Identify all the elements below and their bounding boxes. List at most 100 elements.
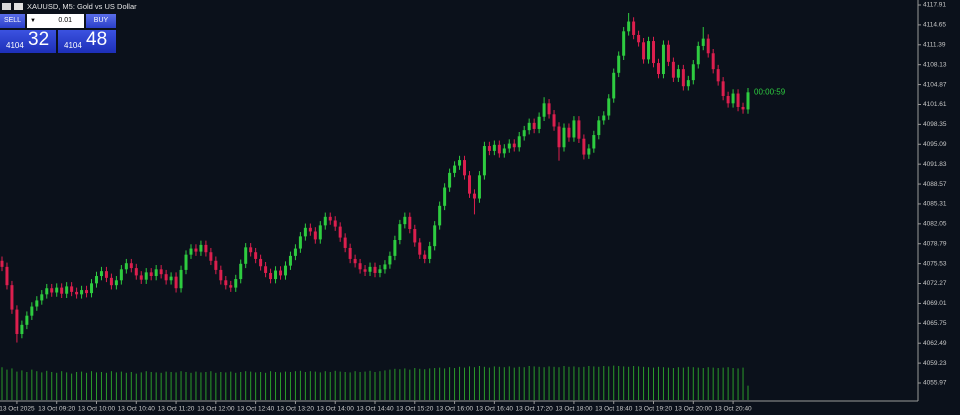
y-tick-label: 4065.75 xyxy=(923,320,947,327)
candle-body xyxy=(99,271,103,277)
candle-body xyxy=(318,225,322,240)
candle-body xyxy=(472,193,476,199)
x-tick-label: 13 Oct 16:00 xyxy=(436,406,474,413)
ask-pips: 48 xyxy=(86,29,108,50)
candle-body xyxy=(313,231,317,240)
y-tick-label: 4088.57 xyxy=(923,181,947,188)
y-tick-label: 4117.91 xyxy=(923,2,946,9)
candle-body xyxy=(706,38,710,54)
candle-body xyxy=(94,276,98,284)
candle-body xyxy=(587,148,591,155)
candle-body xyxy=(104,271,108,278)
bid-big: 4104 xyxy=(6,41,24,50)
x-tick-label: 13 Oct 19:20 xyxy=(635,406,673,413)
candle-body xyxy=(293,248,297,256)
x-tick-label: 13 Oct 17:20 xyxy=(516,406,554,413)
y-tick-label: 4101.61 xyxy=(923,101,947,108)
menu-icon[interactable] xyxy=(2,3,11,10)
candle-body xyxy=(716,69,720,82)
candle-body xyxy=(363,269,367,272)
candle-body xyxy=(423,254,427,259)
x-tick-label: 13 Oct 15:20 xyxy=(396,406,434,413)
candle-body xyxy=(348,247,352,259)
candle-body xyxy=(467,175,471,194)
candle-body xyxy=(666,44,670,62)
candle-body xyxy=(701,38,705,46)
candle-body xyxy=(592,135,596,149)
candle-body xyxy=(383,264,387,270)
y-tick-label: 4075.53 xyxy=(923,260,947,267)
candle-body xyxy=(109,277,113,286)
candle-body xyxy=(686,80,690,87)
ask-price[interactable]: 4104 48 xyxy=(58,29,116,53)
candle-body xyxy=(45,288,49,295)
candle-body xyxy=(279,270,283,276)
sell-button[interactable]: SELL xyxy=(0,14,25,28)
bid-pips: 32 xyxy=(28,29,50,50)
candle-body xyxy=(532,122,536,129)
candle-body xyxy=(522,130,526,137)
candle-body xyxy=(199,244,203,252)
candle-body xyxy=(129,263,133,269)
x-tick-label: 13 Oct 18:40 xyxy=(595,406,633,413)
candle-body xyxy=(234,279,238,288)
candle-body xyxy=(676,69,680,78)
candle-body xyxy=(607,98,611,116)
candle-body xyxy=(652,41,656,64)
x-tick-label: 13 Oct 14:40 xyxy=(356,406,394,413)
candle-body xyxy=(617,55,621,73)
candle-body xyxy=(5,266,9,286)
bid-price[interactable]: 4104 32 xyxy=(0,29,56,53)
candle-body xyxy=(119,269,123,281)
candle-body xyxy=(463,160,467,176)
lot-arrow[interactable]: ▼ xyxy=(30,18,36,24)
candle-body xyxy=(323,216,327,226)
candle-body xyxy=(602,115,606,121)
candle-body xyxy=(731,93,735,104)
candle-body xyxy=(428,246,432,259)
candle-body xyxy=(303,227,307,237)
candle-body xyxy=(527,122,531,131)
candle-body xyxy=(189,248,193,255)
candle-body xyxy=(656,63,660,75)
candle-body xyxy=(448,172,452,188)
candle-body xyxy=(507,143,511,149)
candle-body xyxy=(671,61,675,78)
candle-body xyxy=(567,127,571,138)
candle-body xyxy=(343,237,347,248)
y-tick-label: 4111.39 xyxy=(923,42,946,49)
candle-body xyxy=(627,21,631,32)
candle-body xyxy=(80,290,84,295)
x-tick-label: 13 Oct 12:00 xyxy=(197,406,235,413)
candle-body xyxy=(15,309,19,334)
candle-body xyxy=(90,283,94,294)
candle-body xyxy=(269,272,273,280)
candle-body xyxy=(55,287,59,293)
y-tick-label: 4095.09 xyxy=(923,141,947,148)
candle-body xyxy=(726,95,730,104)
candle-body xyxy=(647,41,651,60)
candle-body xyxy=(512,143,516,148)
candle-body xyxy=(637,34,641,43)
y-tick-label: 4104.87 xyxy=(923,81,947,88)
candle-body xyxy=(288,255,292,266)
candle-body xyxy=(711,53,715,70)
candle-body xyxy=(482,146,486,176)
candle-body xyxy=(721,81,725,96)
candle-body xyxy=(298,236,302,249)
candle-body xyxy=(547,103,551,115)
countdown: 00:00:59 xyxy=(754,87,786,96)
y-tick-label: 4072.27 xyxy=(923,280,947,287)
buy-button[interactable]: BUY xyxy=(86,14,116,28)
candle-body xyxy=(622,31,626,56)
candle-body xyxy=(25,315,29,325)
lot-input[interactable]: ▼ 0.01 xyxy=(27,14,84,28)
lot-value[interactable]: 0.01 xyxy=(58,17,72,24)
candle-body xyxy=(164,274,168,281)
candle-body xyxy=(413,229,417,243)
candle-body xyxy=(65,286,69,294)
candle-body xyxy=(35,300,39,307)
candle-body xyxy=(85,290,89,294)
candle-body xyxy=(358,263,362,270)
